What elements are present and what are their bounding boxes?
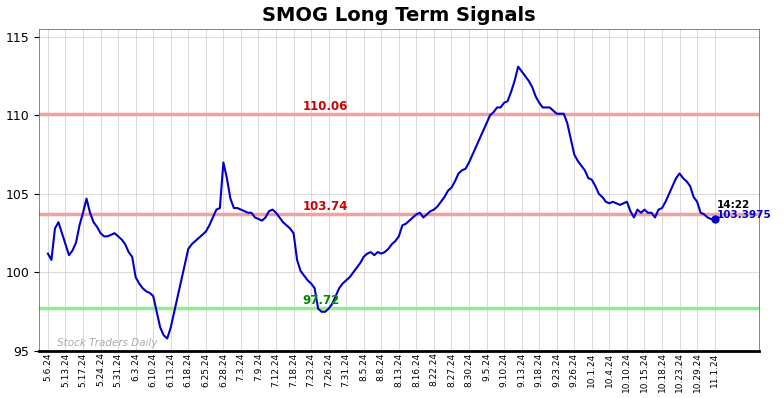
Text: Stock Traders Daily: Stock Traders Daily xyxy=(56,338,158,348)
Text: 103.74: 103.74 xyxy=(303,200,348,213)
Title: SMOG Long Term Signals: SMOG Long Term Signals xyxy=(262,6,535,25)
Text: 97.72: 97.72 xyxy=(303,295,339,307)
Text: 110.06: 110.06 xyxy=(303,100,348,113)
Point xyxy=(709,216,721,222)
Text: 103.3975: 103.3975 xyxy=(717,210,772,220)
Text: 14:22: 14:22 xyxy=(717,200,750,210)
